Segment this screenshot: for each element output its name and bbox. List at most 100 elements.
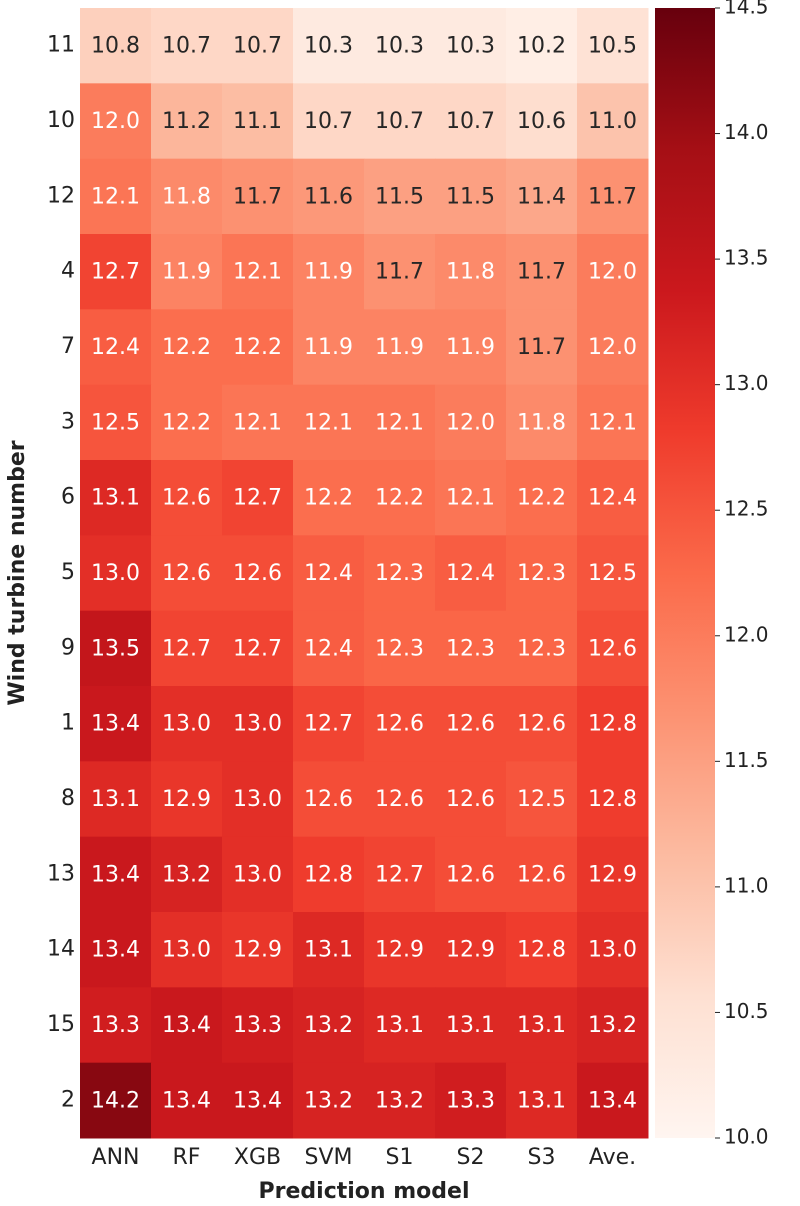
cell-label: 12.0	[446, 410, 495, 435]
heatmap-cell	[151, 912, 223, 988]
heatmap-cell	[364, 610, 436, 687]
cell-label: 12.2	[375, 486, 424, 511]
cell-label: 12.1	[304, 410, 353, 435]
heatmap-cell	[80, 8, 152, 84]
cell-label: 12.6	[588, 636, 637, 661]
y-tick-label: 3	[61, 409, 75, 434]
cell-label: 12.8	[588, 787, 637, 812]
cell-label: 12.9	[162, 787, 211, 812]
y-tick-label: 11	[47, 33, 75, 58]
cell-label: 12.8	[304, 862, 353, 887]
heatmap-cell	[435, 987, 507, 1064]
cell-label: 13.2	[375, 1088, 424, 1113]
heatmap-cell	[151, 761, 223, 838]
heatmap-cell	[506, 309, 578, 386]
cell-label: 13.4	[162, 1013, 211, 1038]
cell-label: 12.9	[588, 862, 637, 887]
heatmap-cell	[577, 987, 649, 1064]
cell-label: 12.3	[517, 561, 566, 586]
cell-label: 11.7	[233, 184, 282, 209]
heatmap-cell	[577, 460, 649, 536]
cell-label: 12.1	[233, 410, 282, 435]
cell-label: 10.5	[588, 34, 637, 59]
heatmap-cell	[222, 158, 294, 235]
cell-label: 13.0	[588, 938, 637, 963]
heatmap-cell	[506, 912, 578, 988]
cell-label: 13.1	[375, 1013, 424, 1038]
y-tick-label: 15	[47, 1012, 75, 1037]
heatmap-cell	[577, 8, 649, 84]
cell-label: 11.7	[517, 335, 566, 360]
cell-label: 12.0	[588, 260, 637, 285]
y-tick-label: 4	[61, 259, 75, 284]
cell-label: 13.4	[91, 712, 140, 737]
heatmap-cell	[80, 912, 152, 988]
heatmap-cell	[80, 836, 152, 913]
cell-label: 13.2	[162, 862, 211, 887]
cell-label: 12.3	[375, 636, 424, 661]
heatmap-cell	[222, 83, 294, 160]
heatmap-cell	[151, 158, 223, 235]
heatmap-cell	[151, 309, 223, 386]
heatmap-cell	[364, 158, 436, 235]
heatmap-cell	[364, 987, 436, 1064]
cell-label: 12.7	[233, 486, 282, 511]
heatmap-cell	[577, 686, 649, 762]
heatmap-cell	[222, 535, 294, 612]
cell-label: 13.4	[588, 1088, 637, 1113]
cell-label: 11.0	[588, 109, 637, 134]
heatmap-cell	[293, 309, 365, 386]
cell-label: 13.3	[233, 1013, 282, 1038]
cell-label: 13.0	[162, 712, 211, 737]
cell-label: 12.2	[233, 335, 282, 360]
x-tick-label: SVM	[305, 1145, 353, 1170]
heatmap-cell	[80, 761, 152, 838]
cell-label: 12.9	[233, 938, 282, 963]
heatmap-cell	[364, 309, 436, 386]
cell-label: 12.3	[375, 561, 424, 586]
heatmap-cell	[80, 83, 152, 160]
heatmap-cell	[293, 836, 365, 913]
heatmap-cell	[435, 83, 507, 160]
cell-label: 11.7	[588, 184, 637, 209]
cell-label: 12.1	[233, 260, 282, 285]
heatmap-cell	[293, 83, 365, 160]
colorbar-tick-label: 10.0	[724, 1125, 769, 1149]
heatmap-cell	[364, 460, 436, 536]
heatmap-cell	[506, 1062, 578, 1139]
cell-label: 13.0	[233, 712, 282, 737]
colorbar-tick-label: 14.0	[724, 120, 769, 144]
cell-label: 12.6	[446, 712, 495, 737]
heatmap-cell	[435, 610, 507, 687]
heatmap-cell	[435, 158, 507, 235]
y-tick-label: 1	[61, 711, 75, 736]
cell-label: 13.1	[91, 787, 140, 812]
cell-label: 10.3	[304, 34, 353, 59]
colorbar-tick-label: 13.0	[724, 371, 769, 395]
heatmap-cell	[293, 158, 365, 235]
cell-label: 10.2	[517, 34, 566, 59]
heatmap-cell	[151, 8, 223, 84]
cell-label: 12.9	[375, 938, 424, 963]
colorbar-tick-label: 11.5	[724, 748, 769, 772]
cell-label: 13.0	[233, 787, 282, 812]
heatmap-cell	[435, 1062, 507, 1139]
heatmap-cell	[506, 460, 578, 536]
heatmap-cell	[222, 384, 294, 461]
heatmap-cell	[80, 158, 152, 235]
heatmap-cell	[364, 8, 436, 84]
cell-label: 13.2	[304, 1088, 353, 1113]
colorbar-tick-label: 14.5	[724, 0, 769, 19]
heatmap-cell	[80, 460, 152, 536]
heatmap-cell	[364, 686, 436, 762]
y-tick-label: 8	[61, 786, 75, 811]
heatmap-cell	[364, 83, 436, 160]
cell-label: 13.4	[233, 1088, 282, 1113]
cell-label: 12.3	[446, 636, 495, 661]
heatmap-cell	[577, 1062, 649, 1139]
heatmap-cell	[577, 309, 649, 386]
heatmap-cell	[506, 234, 578, 310]
cell-label: 11.5	[375, 184, 424, 209]
cell-label: 14.2	[91, 1088, 140, 1113]
heatmap-cell	[222, 761, 294, 838]
